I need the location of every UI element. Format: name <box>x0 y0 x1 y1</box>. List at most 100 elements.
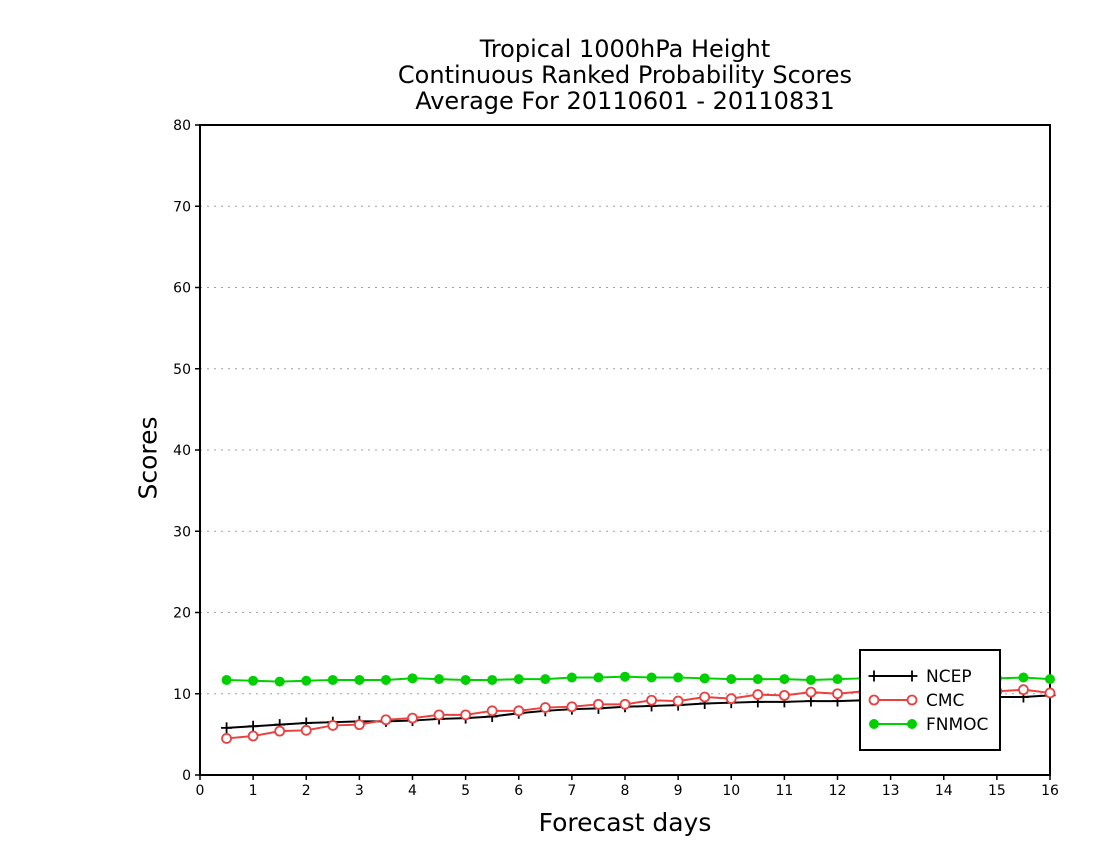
data-point <box>380 674 391 685</box>
title-line-1: Tropical 1000hPa Height <box>479 35 771 63</box>
x-tick-label: 16 <box>1041 783 1059 799</box>
data-point <box>869 719 879 729</box>
data-point <box>274 676 285 687</box>
data-point <box>593 672 604 683</box>
data-point <box>752 689 764 700</box>
data-point <box>906 694 918 706</box>
data-point <box>221 733 232 744</box>
x-axis-label: Forecast days <box>538 808 712 837</box>
data-point <box>247 730 259 742</box>
grid-lines <box>200 205 1050 695</box>
data-point <box>327 674 338 685</box>
data-point <box>566 701 578 713</box>
x-tick-label: 0 <box>196 783 205 799</box>
data-point <box>805 674 816 685</box>
title-line-2: Continuous Ranked Probability Scores <box>397 61 853 89</box>
x-tick-label: 12 <box>829 783 847 799</box>
data-point <box>1018 672 1029 683</box>
x-tick-label: 14 <box>935 783 953 799</box>
data-point <box>778 689 790 701</box>
data-point <box>433 709 445 721</box>
data-point <box>540 674 551 685</box>
data-point <box>513 705 525 717</box>
data-point <box>460 709 472 721</box>
chart-title: Tropical 1000hPa Height Continuous Ranke… <box>200 36 1050 114</box>
y-tick-label: 20 <box>173 606 191 622</box>
y-tick-label: 50 <box>173 362 191 378</box>
data-point <box>672 695 684 707</box>
data-point <box>300 724 312 736</box>
data-point <box>353 719 365 731</box>
data-point <box>832 674 843 685</box>
data-point <box>248 675 259 686</box>
data-point <box>539 702 551 713</box>
data-point <box>699 673 710 684</box>
y-tick-label: 60 <box>173 281 191 297</box>
legend-label: NCEP <box>926 667 972 687</box>
legend: NCEP CMC FNMOC <box>859 649 1001 751</box>
x-tick-label: 6 <box>514 783 523 799</box>
data-point <box>487 674 498 685</box>
data-point <box>805 686 817 698</box>
data-point <box>868 670 880 682</box>
data-point <box>247 720 259 732</box>
data-point <box>868 694 880 706</box>
data-point <box>221 722 233 734</box>
x-tick-label: 7 <box>567 783 576 799</box>
legend-item-ncep: NCEP <box>868 667 972 687</box>
data-point <box>1045 674 1055 685</box>
y-tick-label: 30 <box>173 524 191 540</box>
data-point <box>619 698 631 710</box>
legend-label: FNMOC <box>926 715 988 735</box>
data-point <box>434 674 445 685</box>
data-point <box>906 670 918 682</box>
x-tick-label: 5 <box>461 783 470 799</box>
legend-label: CMC <box>926 691 964 711</box>
data-point <box>725 693 737 705</box>
x-tick-label: 11 <box>775 783 793 799</box>
data-point <box>407 712 418 724</box>
data-point <box>486 705 498 717</box>
data-point <box>407 673 418 684</box>
x-tick-label: 8 <box>621 783 630 799</box>
data-point <box>752 674 763 685</box>
data-point <box>832 688 843 700</box>
data-point <box>1018 684 1029 696</box>
data-point <box>646 694 657 706</box>
data-point <box>513 674 524 685</box>
x-tick-label: 13 <box>882 783 900 799</box>
data-point <box>673 672 684 683</box>
legend-item-cmc: CMC <box>868 691 964 711</box>
data-point <box>460 674 471 685</box>
x-tick-label: 1 <box>249 783 258 799</box>
data-point <box>620 671 630 682</box>
x-tick-label: 4 <box>408 783 417 799</box>
data-point <box>327 720 339 731</box>
data-point <box>354 674 365 685</box>
y-tick-label: 70 <box>173 199 191 215</box>
data-point <box>301 675 312 686</box>
data-point <box>380 714 392 726</box>
data-point <box>907 719 917 729</box>
data-point <box>566 672 577 683</box>
data-point <box>699 691 711 703</box>
data-point <box>1044 687 1056 699</box>
y-tick-label: 0 <box>182 768 191 784</box>
data-point <box>726 674 737 685</box>
y-tick-label: 80 <box>173 118 191 134</box>
data-point <box>593 698 604 710</box>
x-tick-label: 2 <box>302 783 311 799</box>
data-point <box>779 674 790 685</box>
y-tick-label: 40 <box>173 443 191 459</box>
data-point <box>274 725 286 737</box>
x-tick-label: 9 <box>674 783 683 799</box>
data-point <box>221 674 232 685</box>
legend-item-fnmoc: FNMOC <box>869 715 988 735</box>
y-tick-label: 10 <box>173 687 191 703</box>
x-tick-label: 3 <box>355 783 364 799</box>
data-point <box>646 672 657 683</box>
title-line-3: Average For 20110601 - 20110831 <box>415 87 835 115</box>
x-tick-label: 15 <box>988 783 1006 799</box>
